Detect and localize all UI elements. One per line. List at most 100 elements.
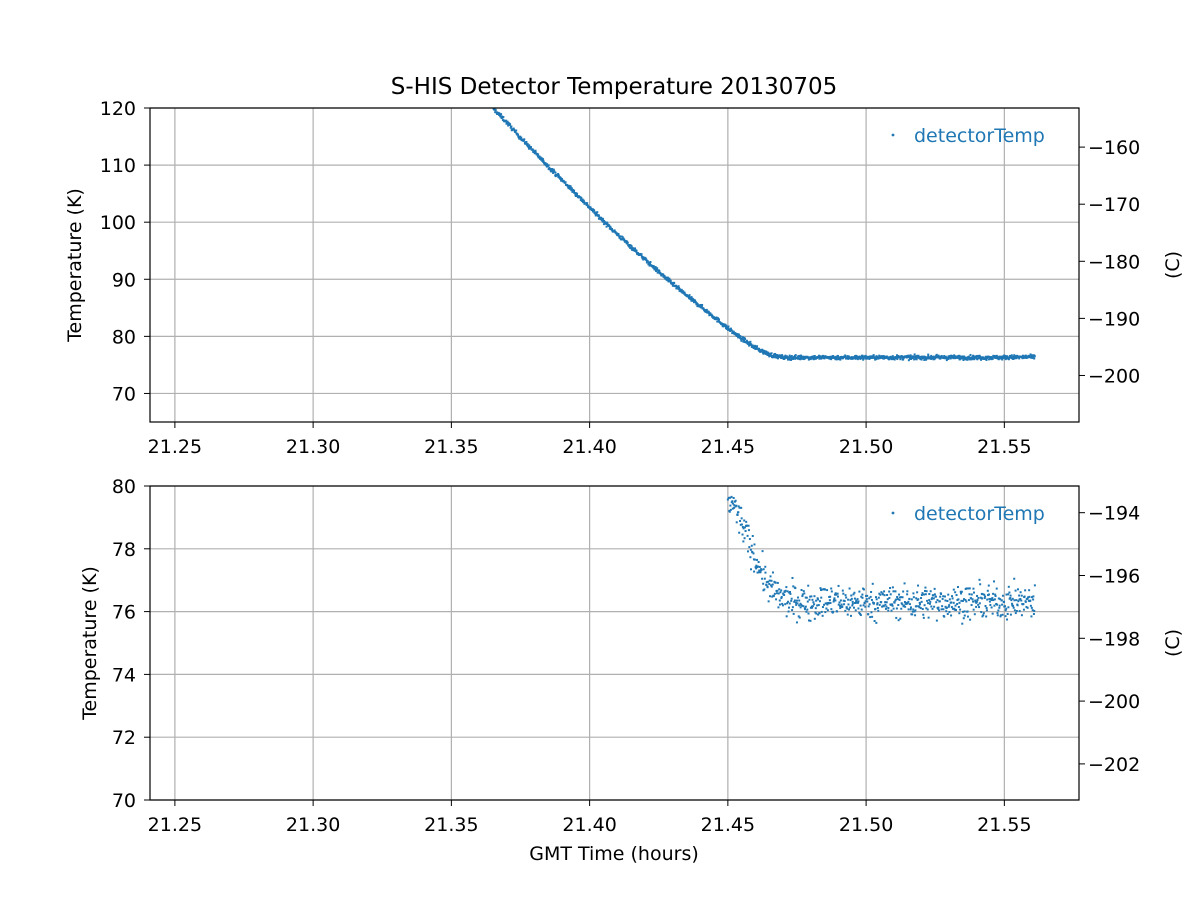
data-point — [571, 190, 574, 193]
data-point — [859, 604, 862, 607]
data-point — [984, 605, 987, 608]
data-point — [943, 595, 946, 598]
data-point — [729, 504, 732, 507]
data-point — [771, 583, 774, 586]
data-point — [673, 281, 676, 284]
data-point — [732, 496, 735, 499]
data-point — [534, 151, 537, 154]
data-point — [961, 355, 964, 358]
data-point — [763, 577, 766, 580]
data-point — [898, 596, 901, 599]
data-point — [796, 602, 799, 605]
data-point — [820, 596, 823, 599]
data-point — [1001, 358, 1004, 361]
data-point — [754, 566, 757, 569]
data-point — [640, 253, 643, 256]
data-point — [790, 599, 793, 602]
data-point — [947, 355, 950, 358]
data-point — [532, 149, 535, 152]
data-point — [913, 610, 916, 613]
data-point — [714, 318, 717, 321]
data-point — [927, 616, 930, 619]
data-point — [528, 144, 531, 147]
y-right-tick-label: −200 — [1088, 691, 1140, 713]
data-point — [854, 601, 857, 604]
data-point — [623, 239, 626, 242]
data-point — [515, 129, 518, 132]
data-point — [741, 526, 744, 528]
data-point — [745, 341, 748, 344]
data-point — [619, 235, 622, 238]
data-point — [978, 602, 981, 605]
data-point — [891, 355, 894, 358]
data-point — [870, 598, 873, 601]
data-point — [707, 310, 710, 313]
data-point — [626, 241, 629, 244]
chart-title: S-HIS Detector Temperature 20130705 — [391, 74, 838, 100]
data-point — [605, 223, 608, 226]
data-point — [1006, 613, 1009, 615]
data-point — [925, 358, 928, 361]
data-point — [769, 575, 772, 578]
data-point — [607, 223, 610, 226]
data-point — [907, 608, 910, 611]
data-point — [919, 356, 922, 359]
data-point — [879, 593, 882, 596]
data-point — [988, 597, 991, 600]
data-point — [827, 602, 830, 605]
data-point — [894, 599, 897, 602]
data-point — [582, 199, 585, 202]
data-point — [891, 357, 894, 360]
data-point — [557, 172, 560, 175]
data-point — [996, 603, 999, 606]
x-axis-label: GMT Time (hours) — [529, 843, 699, 865]
data-point — [820, 589, 822, 592]
data-point — [772, 355, 775, 358]
data-point — [818, 612, 821, 615]
data-point — [1033, 355, 1036, 358]
data-point — [897, 604, 900, 607]
data-point — [829, 602, 832, 604]
data-point — [833, 593, 836, 596]
data-point — [905, 601, 908, 604]
data-point — [950, 601, 953, 604]
data-point — [747, 529, 750, 532]
data-point — [875, 357, 878, 360]
data-point — [809, 358, 812, 361]
y-right-tick-label: −196 — [1088, 565, 1140, 587]
data-point — [779, 591, 782, 594]
data-point — [584, 202, 587, 205]
data-point — [752, 552, 755, 555]
y-tick-label: 70 — [112, 383, 136, 405]
data-point — [962, 610, 965, 613]
data-point — [762, 582, 765, 585]
data-point — [876, 602, 879, 605]
data-point — [753, 558, 756, 561]
data-point — [907, 359, 910, 362]
data-point — [728, 510, 731, 513]
data-point — [841, 589, 844, 592]
data-point — [896, 358, 899, 361]
data-point — [851, 600, 854, 603]
data-point — [840, 603, 843, 606]
data-point — [731, 500, 734, 503]
data-point — [783, 357, 786, 360]
data-point — [916, 354, 919, 357]
data-point — [780, 596, 783, 598]
data-point — [993, 580, 996, 583]
data-point — [802, 590, 805, 593]
data-point — [885, 601, 888, 604]
data-point — [802, 605, 805, 608]
data-point — [921, 355, 924, 358]
data-point — [807, 584, 810, 587]
data-point — [669, 279, 672, 282]
data-point — [653, 266, 656, 269]
data-point — [928, 599, 931, 602]
data-point — [892, 607, 895, 610]
data-point — [971, 598, 974, 601]
data-point — [758, 565, 761, 568]
data-point — [726, 326, 729, 329]
x-tick-label: 21.55 — [977, 436, 1031, 458]
data-point — [877, 357, 880, 360]
data-point — [953, 608, 956, 611]
